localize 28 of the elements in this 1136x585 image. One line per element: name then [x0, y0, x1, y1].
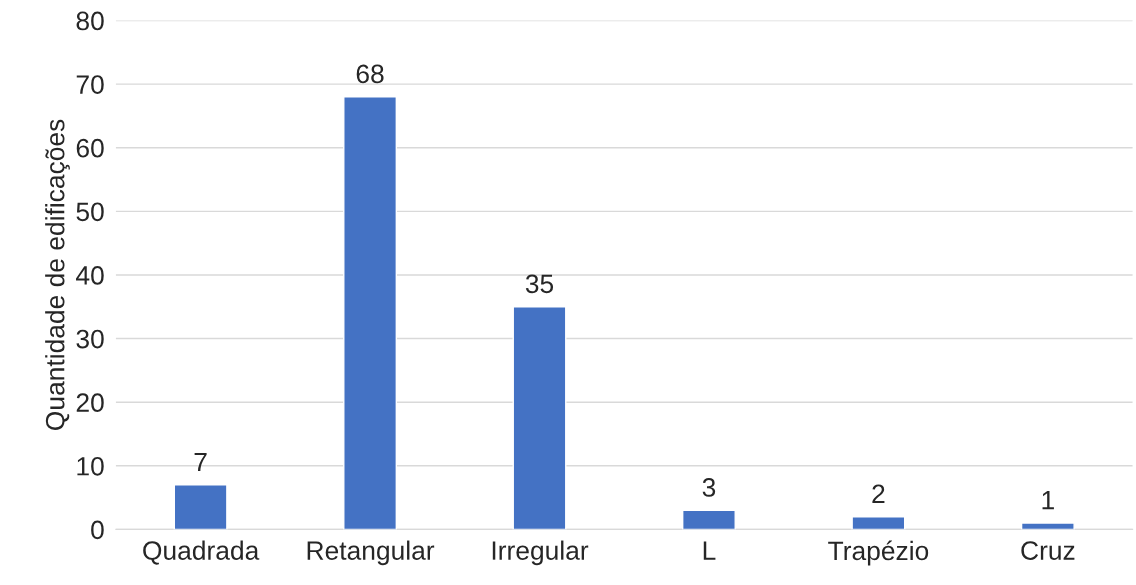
bar [851, 516, 906, 530]
bar [173, 484, 228, 530]
data-label: 68 [356, 64, 384, 84]
x-tick-label: Irregular [492, 540, 589, 566]
x-tick-label: Quadrada [143, 540, 260, 565]
data-label: 3 [702, 478, 716, 497]
y-tick-label: 40 [76, 266, 104, 285]
y-tick-label: 80 [76, 11, 104, 31]
y-tick-label: 60 [76, 138, 104, 158]
x-tick-label: Trapézio [828, 540, 929, 566]
bar [512, 306, 567, 530]
y-tick-label: 30 [76, 329, 104, 349]
data-label: 7 [194, 452, 207, 472]
data-label: 1 [1042, 491, 1054, 510]
y-tick-label: 70 [76, 75, 104, 94]
y-tick-label: 0 [91, 520, 104, 540]
x-tick-label: L [703, 541, 716, 560]
data-label: 2 [872, 484, 885, 503]
bar [681, 509, 736, 530]
y-tick-label: 50 [76, 202, 104, 222]
data-label: 35 [525, 274, 554, 294]
y-axis-title: Quantidade de edificações [45, 119, 70, 430]
x-tick-label: Cruz [1021, 541, 1075, 560]
bar [1020, 522, 1075, 530]
y-tick-label: 20 [76, 393, 104, 413]
bar [343, 96, 398, 530]
x-tick-label: Retangular [307, 540, 435, 566]
y-tick-label: 10 [77, 456, 104, 476]
